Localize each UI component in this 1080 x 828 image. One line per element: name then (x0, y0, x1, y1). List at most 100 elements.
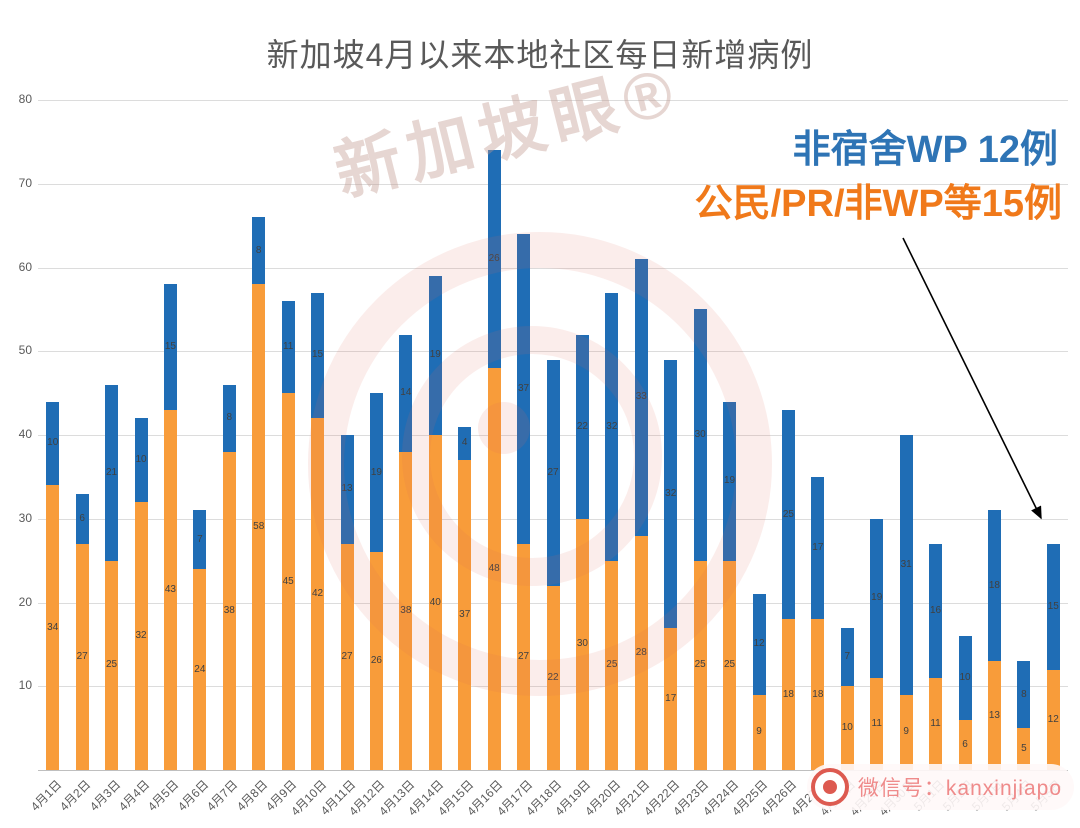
bar-value-label-blue: 27 (547, 466, 559, 478)
bar-value-label-blue: 6 (79, 512, 85, 524)
bar-value-label-orange: 25 (694, 659, 706, 671)
bar-value-label-blue: 15 (312, 349, 324, 361)
plot-area: 10 20 30 40 50 60 70 80 34 10 4月1日 27 6 4月2日 25 21 4月3日 3… (19, 92, 1068, 818)
bar-segment-orange (134, 502, 148, 770)
bar-value-label-orange: 11 (871, 717, 882, 729)
bar-segment-orange (75, 543, 89, 770)
bar-value-label-blue: 22 (576, 420, 588, 432)
bar-segment-blue (252, 217, 266, 285)
bar-value-label-blue: 19 (724, 475, 736, 487)
bar-segment-orange (987, 661, 1001, 770)
bar-value-label-orange: 37 (459, 609, 471, 621)
bar-segment-orange (340, 543, 354, 770)
bar-segment-blue (634, 259, 648, 536)
bar-segment-orange (252, 284, 266, 770)
bar-segment-blue (575, 334, 589, 519)
bar-value-label-orange: 40 (429, 596, 441, 608)
bar-value-label-blue: 17 (812, 542, 824, 554)
y-axis-tick-label: 70 (18, 175, 32, 190)
bar-segment-blue (75, 493, 89, 544)
x-axis-line (38, 770, 1068, 771)
bar-value-label-orange: 26 (370, 655, 382, 667)
bar-segment-orange (163, 409, 177, 770)
bar-value-label-orange: 32 (135, 630, 147, 641)
bar-segment-blue (693, 309, 707, 561)
bar-segment-orange (781, 619, 795, 770)
bar-value-label-blue: 13 (341, 483, 353, 495)
bar-value-label-blue: 18 (988, 579, 1000, 591)
bar-segment-orange (311, 418, 325, 770)
bar-value-label-orange: 9 (756, 726, 762, 738)
bar-value-label-blue: 8 (226, 412, 233, 424)
bar-value-label-blue: 8 (255, 244, 262, 256)
y-axis-tick-label: 20 (18, 594, 32, 609)
bar-segment-orange (958, 719, 972, 770)
bar-segment-orange (752, 694, 766, 770)
bar-segment-orange (1046, 669, 1060, 770)
bar-value-label-orange: 12 (1047, 713, 1059, 725)
gridline (38, 100, 1068, 101)
bar-segment-blue (781, 409, 795, 620)
bar-value-label-blue: 26 (488, 253, 500, 265)
bar-value-label-orange: 9 (903, 726, 909, 738)
bar-segment-orange (517, 543, 531, 770)
bar-segment-blue (163, 284, 177, 410)
bar-segment-blue (281, 301, 295, 394)
bar-segment-orange (105, 560, 119, 770)
bar-value-label-blue: 14 (400, 387, 412, 399)
bar-value-label-orange: 27 (341, 650, 353, 662)
bar-value-label-orange: 43 (164, 583, 176, 595)
y-axis-tick-label: 50 (18, 343, 32, 358)
bar-segment-blue (193, 510, 207, 569)
bar-segment-orange (634, 535, 648, 770)
bar-segment-blue (723, 401, 737, 561)
bar-segment-blue (811, 476, 825, 620)
annotation-orange: 公民/PR/非WP等15例 (694, 183, 1062, 225)
bar-segment-blue (929, 543, 943, 678)
bar-segment-orange (487, 368, 501, 770)
gridline (38, 183, 1068, 185)
bar-segment-orange (840, 686, 854, 770)
bar-value-label-orange: 28 (635, 646, 647, 658)
bar-segment-blue (1017, 661, 1031, 729)
bar-value-label-blue: 16 (930, 604, 942, 616)
bar-segment-blue (222, 384, 236, 452)
bar-value-label-blue: 15 (164, 341, 176, 353)
bar-segment-orange (870, 677, 884, 770)
bar-segment-blue (987, 510, 1001, 662)
bar-segment-orange (605, 560, 619, 770)
y-axis-tick-label: 60 (18, 259, 32, 274)
bar-value-label-orange: 42 (312, 588, 324, 600)
bar-segment-blue (369, 393, 383, 553)
bar-value-label-blue: 33 (635, 391, 647, 403)
bar-value-label-orange: 24 (194, 663, 206, 675)
bar-value-label-blue: 19 (871, 592, 883, 604)
bar-value-label-blue: 4 (461, 437, 468, 449)
bar-value-label-orange: 18 (812, 688, 824, 700)
wechat-badge: 微信号：kanxinjiapo (806, 764, 1074, 810)
bar-segment-orange (929, 677, 943, 770)
bar-value-label-blue: 30 (694, 429, 706, 440)
bar-value-label-orange: 25 (606, 659, 618, 671)
bar-value-label-orange: 38 (400, 604, 412, 616)
bar-segment-orange (281, 393, 295, 770)
bar-value-label-orange: 48 (488, 563, 500, 574)
y-axis-tick-label: 10 (18, 678, 32, 693)
bar-value-label-blue: 8 (1021, 688, 1027, 700)
bar-segment-orange (458, 460, 472, 770)
y-axis-tick-label: 40 (18, 427, 32, 441)
bar-segment-blue (399, 334, 413, 452)
bar-value-label-orange: 25 (724, 659, 736, 671)
bar-segment-orange (899, 694, 913, 770)
bar-segment-orange (1017, 728, 1031, 770)
bar-value-label-orange: 38 (223, 604, 235, 616)
y-axis-tick-label: 30 (18, 510, 32, 525)
gridline (38, 351, 1068, 353)
bar-segment-orange (46, 485, 60, 770)
bar-segment-orange (369, 552, 383, 770)
bar-value-label-blue: 37 (518, 382, 530, 394)
bar-value-label-blue: 15 (1047, 600, 1059, 612)
bar-segment-blue (546, 359, 560, 586)
bar-segment-blue (458, 426, 472, 461)
bar-segment-blue (428, 275, 442, 435)
